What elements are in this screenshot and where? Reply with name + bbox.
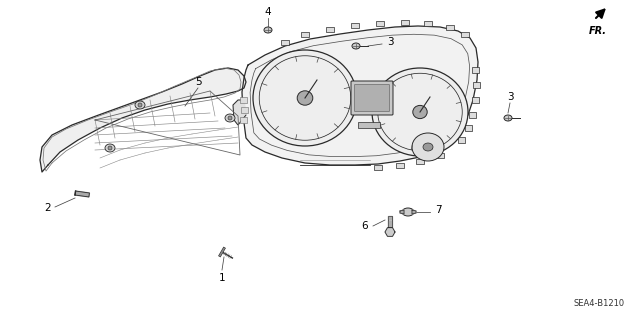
Bar xyxy=(472,97,479,103)
Text: 7: 7 xyxy=(435,205,442,215)
Bar xyxy=(240,117,247,123)
Ellipse shape xyxy=(228,116,232,120)
Bar xyxy=(446,25,454,30)
Polygon shape xyxy=(388,216,392,227)
Text: SEA4-B1210: SEA4-B1210 xyxy=(574,299,625,308)
Text: 4: 4 xyxy=(265,7,271,17)
Polygon shape xyxy=(233,100,246,125)
Bar xyxy=(424,21,432,26)
Bar xyxy=(473,82,480,88)
FancyBboxPatch shape xyxy=(355,85,390,112)
Polygon shape xyxy=(242,26,478,165)
Bar xyxy=(396,163,404,168)
Ellipse shape xyxy=(412,133,444,161)
Ellipse shape xyxy=(352,43,360,49)
Bar xyxy=(458,137,465,143)
Polygon shape xyxy=(385,228,395,236)
Text: 3: 3 xyxy=(507,92,513,102)
Bar xyxy=(240,97,247,103)
Text: 1: 1 xyxy=(219,273,225,283)
Ellipse shape xyxy=(504,115,512,121)
Ellipse shape xyxy=(372,68,468,156)
Text: 3: 3 xyxy=(387,37,394,47)
Bar xyxy=(436,153,444,158)
Bar xyxy=(472,67,479,73)
Bar xyxy=(358,122,380,128)
FancyBboxPatch shape xyxy=(351,81,393,115)
Ellipse shape xyxy=(108,146,112,150)
Ellipse shape xyxy=(264,27,272,33)
Polygon shape xyxy=(400,210,404,214)
Text: 2: 2 xyxy=(45,203,51,213)
Bar xyxy=(351,23,359,28)
Bar xyxy=(416,159,424,164)
Text: 6: 6 xyxy=(362,221,368,231)
Ellipse shape xyxy=(402,208,414,216)
Ellipse shape xyxy=(105,144,115,152)
Text: FR.: FR. xyxy=(589,26,607,36)
Polygon shape xyxy=(412,210,416,214)
Ellipse shape xyxy=(253,50,357,146)
Bar xyxy=(376,21,384,26)
Bar xyxy=(326,27,334,32)
Text: 5: 5 xyxy=(195,77,202,87)
Ellipse shape xyxy=(138,103,142,107)
Ellipse shape xyxy=(225,114,235,122)
Ellipse shape xyxy=(135,101,145,109)
Bar xyxy=(401,20,409,25)
Polygon shape xyxy=(75,191,90,197)
Polygon shape xyxy=(40,68,246,172)
Ellipse shape xyxy=(423,143,433,151)
Bar xyxy=(469,112,476,118)
Bar xyxy=(465,125,472,131)
Bar xyxy=(374,165,382,170)
Bar xyxy=(301,32,309,37)
Bar xyxy=(241,107,248,113)
Bar xyxy=(281,40,289,45)
Bar xyxy=(461,32,469,37)
Ellipse shape xyxy=(297,91,313,105)
Ellipse shape xyxy=(413,105,428,119)
